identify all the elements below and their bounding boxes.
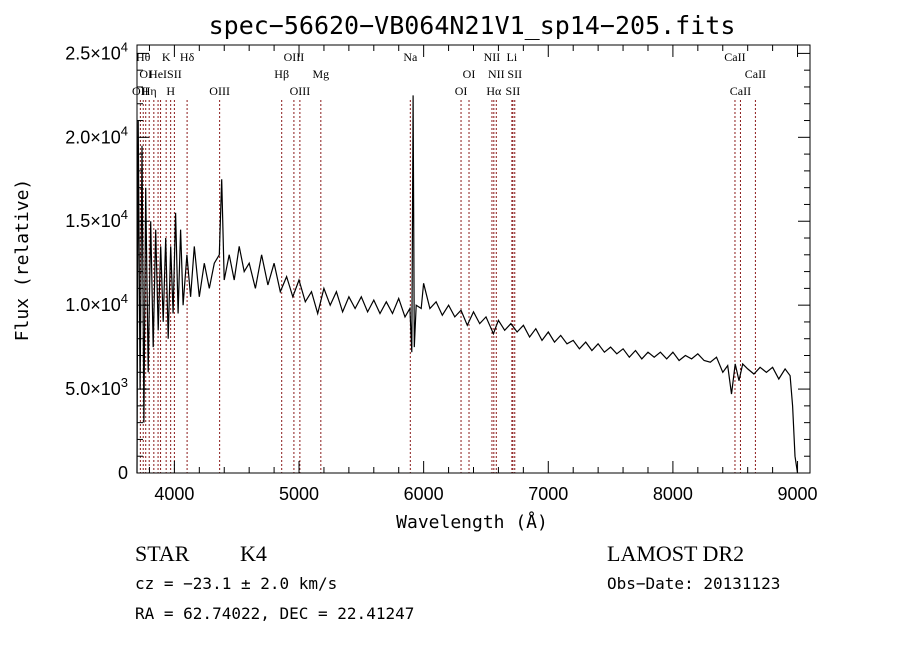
chart-title: spec−56620−VB064N21V1_sp14−205.fits: [209, 11, 736, 40]
spectral-line-label: H: [166, 84, 175, 98]
coordinates-readout: RA = 62.74022, DEC = 22.41247: [135, 604, 414, 623]
x-tick-label: 5000: [279, 484, 319, 504]
x-axis-ticks: 4000 5000 6000 7000 8000 9000: [148, 45, 818, 504]
y-tick-label: 2.0×104: [65, 123, 128, 147]
survey-name: LAMOST DR2: [607, 541, 744, 566]
spectral-line-label: Hθ: [136, 50, 151, 64]
spectral-line-markers: [139, 100, 756, 473]
spectral-line-label: OIII: [290, 84, 311, 98]
spectral-line-label: HeI: [149, 67, 167, 81]
spectral-line-label: SII: [167, 67, 182, 81]
y-tick-label: 2.5×104: [65, 39, 128, 63]
x-tick-label: 7000: [528, 484, 568, 504]
spectral-line-label: OI: [455, 84, 468, 98]
y-tick-label: 5.0×103: [65, 375, 128, 399]
spectral-line-label: Mg: [312, 67, 329, 81]
spectral-line-label: Hβ: [274, 67, 289, 81]
plot-frame: [136, 44, 811, 474]
y-tick-label: 1.5×104: [65, 207, 128, 231]
spectral-line-label: NII: [484, 50, 501, 64]
x-tick-label: 6000: [404, 484, 444, 504]
spectral-line-label: Li: [507, 50, 518, 64]
spectral-line-label: NII: [488, 67, 505, 81]
spectral-line-label: CaII: [724, 50, 745, 64]
y-tick-label: 1.0×104: [65, 291, 128, 315]
spectral-line-label: OIII: [209, 84, 230, 98]
spectral-line-label: OIII: [284, 50, 305, 64]
object-class: STAR: [135, 541, 190, 566]
x-tick-label: 9000: [778, 484, 818, 504]
spectral-line-label: OII: [132, 84, 149, 98]
spectral-line-label: Hη: [142, 84, 157, 98]
spectral-line-label: Na: [403, 50, 418, 64]
spectral-line-label: Hδ: [180, 50, 195, 64]
spectral-line-label: CaII: [730, 84, 751, 98]
spectral-line-labels: OIIHθOIHηHeIKHSIIHδOIIIHβOIIIOIIIMgNaOIO…: [132, 50, 766, 98]
spectral-line-label: CaII: [745, 67, 766, 81]
spectrum-series: [136, 95, 799, 474]
y-axis-label: Flux (relative): [12, 179, 33, 342]
object-subclass: K4: [240, 541, 267, 566]
y-axis-ticks: 0 5.0×103 1.0×104 1.5×104 2.0×104 2.5×104: [65, 39, 810, 483]
spectral-line-label: OI: [463, 67, 476, 81]
spectral-line-label: K: [162, 50, 171, 64]
x-tick-label: 8000: [653, 484, 693, 504]
y-tick-label: 0: [118, 463, 128, 483]
spectral-line-label: SII: [507, 67, 522, 81]
redshift-readout: cz = −23.1 ± 2.0 km/s: [135, 574, 337, 593]
x-tick-label: 4000: [154, 484, 194, 504]
spectral-line-label: SII: [506, 84, 521, 98]
x-axis-label: Wavelength (Å): [396, 511, 548, 533]
spectral-line-label: Hα: [486, 84, 502, 98]
obs-date: Obs−Date: 20131123: [607, 574, 780, 593]
